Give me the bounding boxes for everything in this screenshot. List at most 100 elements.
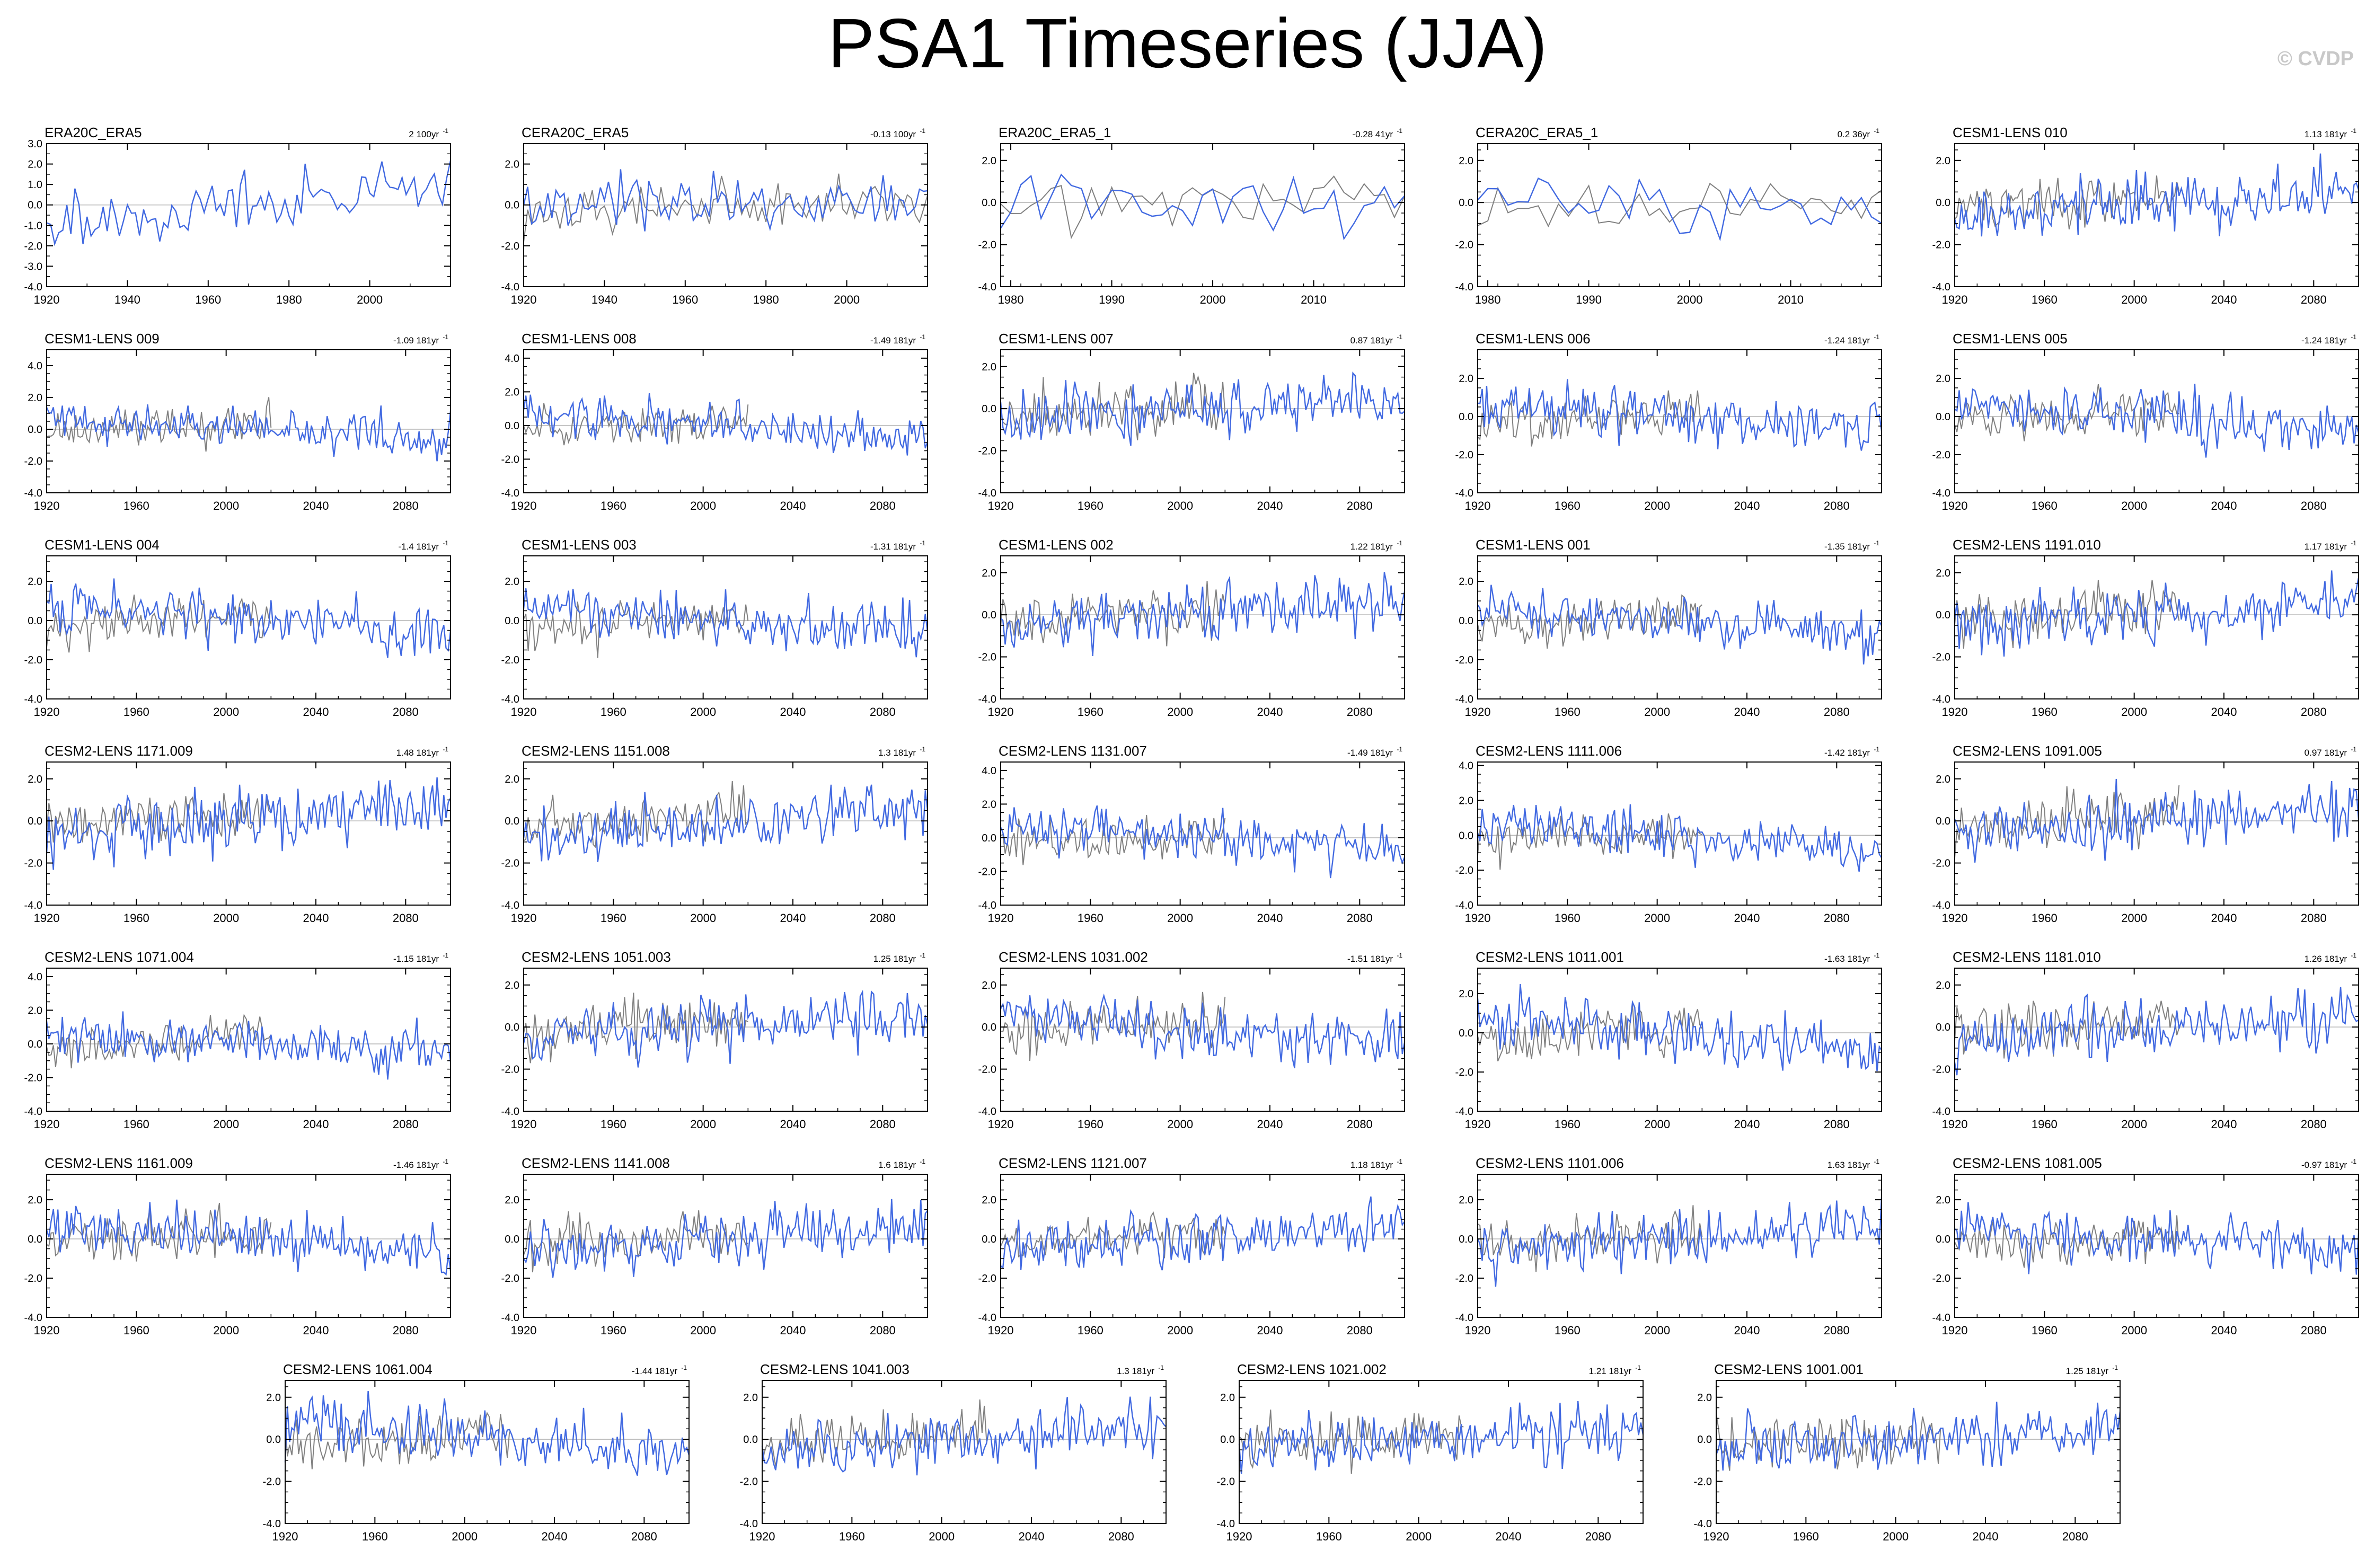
y-tick-label: -2.0 [978,240,996,251]
y-tick-label: 2.0 [982,1194,996,1206]
y-tick-label: 2.0 [1697,1392,1712,1404]
y-tick-label: -4.0 [501,900,519,911]
x-tick-label: 2000 [690,1118,716,1131]
trend-label: 1.13 181yr [2305,129,2347,139]
trend-exponent: -1 [1397,952,1402,959]
y-tick-label: 1.0 [28,179,42,191]
x-tick-label: 1960 [362,1530,388,1543]
x-tick-label: 2000 [834,293,860,306]
x-tick-label: 2010 [1778,293,1804,306]
x-tick-label: 2080 [631,1530,657,1543]
model-series-line [1477,379,1883,451]
obs-series-line [1000,1211,1226,1259]
x-tick-label: 2080 [1824,1324,1850,1337]
x-tick-label: 2040 [1257,1324,1283,1337]
x-tick-label: 1920 [1942,1324,1968,1337]
trend-label: 2 100yr [409,129,439,139]
y-tick-label: 0.0 [505,615,519,627]
panel-1: ERA20C_ERA5 2 100yr -1 -4.0 -3.0 -2.0 -1.0 0.0 1… [24,125,452,306]
trend-exponent: -1 [443,746,448,753]
y-tick-label: 2.0 [28,576,42,588]
x-tick-label: 2000 [357,293,383,306]
y-tick-label: 0.0 [266,1434,281,1446]
panel-3: ERA20C_ERA5_1 -0.28 41yr -1 -4.0 -2.0 0.0 2.0 1… [978,125,1405,306]
plot-frame [1477,555,1882,699]
y-tick-label: 0.0 [1220,1434,1235,1446]
panel-33: CESM2-LENS 1021.002 1.21 181yr -1 -4.0 -2.0 0… [1217,1361,1644,1543]
y-tick-label: 0.0 [1459,1027,1473,1039]
x-tick-label: 2000 [1644,499,1670,512]
x-tick-label: 2000 [452,1530,478,1543]
y-tick-label: 0.0 [1936,197,1950,209]
y-tick-label: -4.0 [1455,488,1473,499]
trend-exponent: -1 [2351,333,2356,341]
model-series-line [1477,177,1882,242]
x-tick-label: 2040 [1257,705,1283,719]
x-tick-label: 1920 [1465,1324,1491,1337]
x-tick-label: 1960 [2032,293,2058,306]
x-tick-label: 2080 [1347,499,1373,512]
y-tick-label: 0.0 [505,200,519,211]
x-tick-label: 2000 [1644,911,1670,925]
trend-label: 0.87 181yr [1350,335,1393,346]
y-tick-label: 2.0 [1936,568,1950,579]
trend-exponent: -1 [2351,1158,2356,1165]
model-series-line [1000,1196,1405,1271]
panel-title: CESM1-LENS 010 [1953,125,2068,140]
x-tick-label: 2040 [780,1324,806,1337]
trend-label: 1.18 181yr [1350,1160,1393,1170]
x-tick-label: 2080 [393,1324,419,1337]
trend-label: -1.24 181yr [2301,335,2347,346]
y-tick-label: -4.0 [978,488,996,499]
y-tick-label: -4.0 [978,900,996,911]
obs-series-line [1000,373,1226,441]
y-tick-label: -4.0 [501,1106,519,1118]
x-tick-label: 1920 [1465,499,1491,512]
y-tick-label: -4.0 [24,281,42,293]
y-tick-label: 4.0 [505,353,519,365]
y-tick-label: -2.0 [978,446,996,457]
y-tick-label: 0.0 [1459,411,1473,423]
panel-29: CESM2-LENS 1101.006 1.63 181yr -1 -4.0 -2.0 0… [1455,1155,1883,1337]
panel-25: CESM2-LENS 1181.010 1.26 181yr -1 -4.0 -2.0 0… [1932,949,2359,1131]
y-tick-label: -1.0 [24,220,42,232]
x-tick-label: 2040 [2211,705,2237,719]
x-tick-label: 1960 [123,1118,149,1131]
panel-title: CESM2-LENS 1191.010 [1953,537,2101,553]
panel-13: CESM1-LENS 002 1.22 181yr -1 -4.0 -2.0 0.0 2.0… [978,537,1406,719]
y-tick-label: 2.0 [505,386,519,398]
x-tick-label: 2080 [393,1118,419,1131]
trend-label: 1.22 181yr [1350,542,1393,552]
y-tick-label: 0.0 [505,816,519,827]
panel-16: CESM2-LENS 1171.009 1.48 181yr -1 -4.0 -2.0 0… [24,743,452,925]
trend-label: 1.25 181yr [873,954,916,964]
trend-exponent: -1 [2351,746,2356,753]
x-tick-label: 1960 [1078,705,1103,719]
x-tick-label: 1960 [839,1530,865,1543]
y-tick-label: -2.0 [978,1064,996,1076]
model-series-line [46,578,452,658]
trend-exponent: -1 [443,127,448,135]
x-tick-label: 1960 [123,705,149,719]
x-tick-label: 2040 [780,911,806,925]
trend-label: -0.13 100yr [870,129,916,139]
panel-10: CESM1-LENS 005 -1.24 181yr -1 -4.0 -2.0 0.0 2.… [1932,331,2360,512]
y-tick-label: -2.0 [1455,1067,1473,1078]
y-tick-label: 2.0 [28,1005,42,1016]
x-tick-label: 1990 [1576,293,1602,306]
x-tick-label: 2000 [2121,911,2147,925]
y-tick-label: 0.0 [743,1434,758,1446]
trend-exponent: -1 [1874,333,1879,341]
x-tick-label: 1960 [1078,1324,1103,1337]
panel-title: CESM2-LENS 1131.007 [999,743,1147,759]
y-tick-label: -4.0 [24,900,42,911]
x-tick-label: 1980 [276,293,302,306]
x-tick-label: 2080 [1824,1118,1850,1131]
panel-23: CESM2-LENS 1031.002 -1.51 181yr -1 -4.0 -2.0… [978,949,1406,1131]
x-tick-label: 1960 [1555,1118,1581,1131]
x-tick-label: 2040 [780,499,806,512]
model-series-line [523,169,928,232]
obs-series-line [1954,384,2179,441]
y-tick-label: -4.0 [501,694,519,705]
